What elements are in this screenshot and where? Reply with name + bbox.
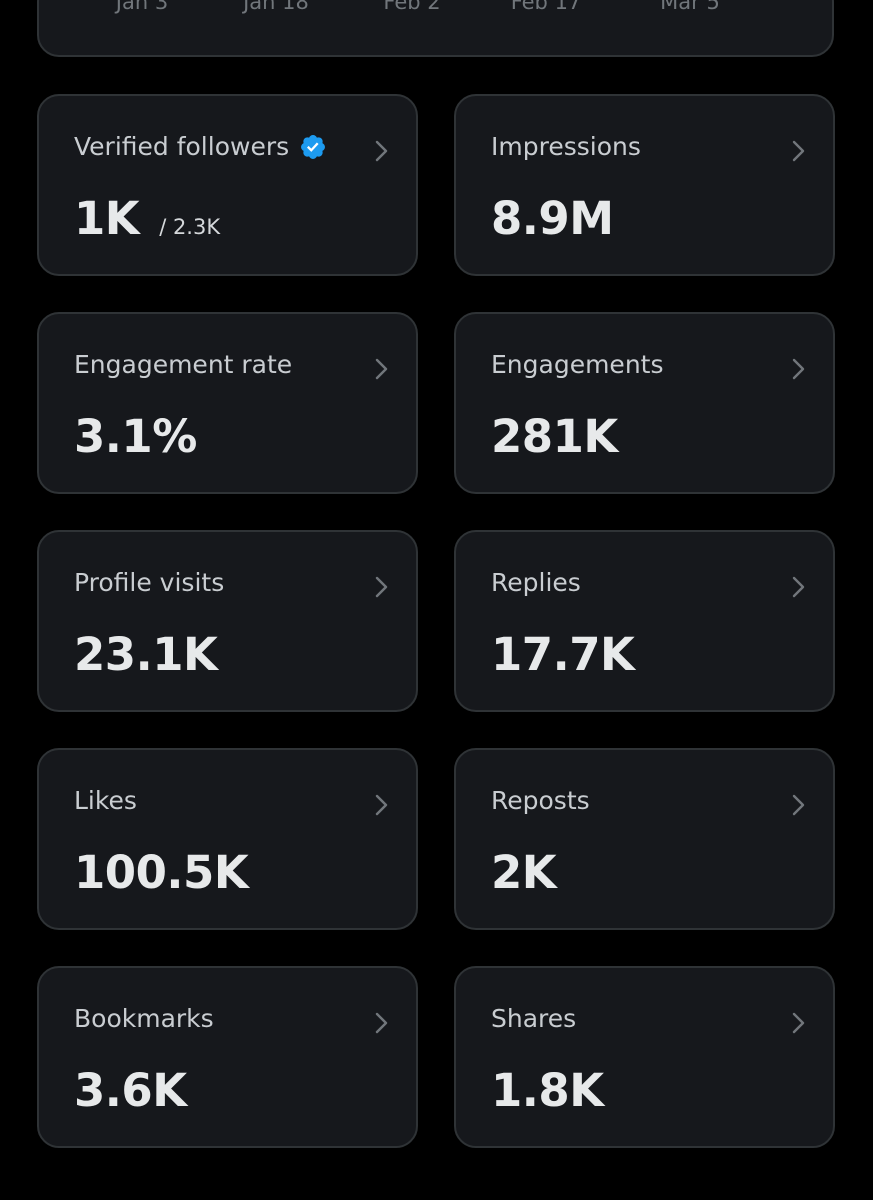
chevron-right-icon [375,358,388,380]
chevron-right-icon [375,140,388,162]
metric-card-shares[interactable]: Shares 1.8K [454,966,835,1148]
chevron-right-icon [792,1012,805,1034]
chevron-right-icon [792,140,805,162]
metric-label: Impressions [491,132,641,161]
chevron-right-icon [792,358,805,380]
metric-label: Verified followers [74,132,290,161]
metric-label-container: Verified followers [74,132,327,161]
metric-value: 1.8K [491,1064,604,1117]
metric-value-container: 1K / 2.3K [74,192,220,245]
metric-label: Reposts [491,786,590,815]
metric-value: 100.5K [74,846,249,899]
chevron-right-icon [375,576,388,598]
chevron-right-icon [792,576,805,598]
metric-value: 3.6K [74,1064,187,1117]
chevron-right-icon [375,1012,388,1034]
metric-card-engagements[interactable]: Engagements 281K [454,312,835,494]
chevron-right-icon [792,794,805,816]
x-axis-label: Jan 3 [115,0,169,14]
x-axis-label: Feb 17 [510,0,582,14]
metric-label: Profile visits [74,568,225,597]
metric-card-likes[interactable]: Likes 100.5K [37,748,418,930]
metric-card-replies[interactable]: Replies 17.7K [454,530,835,712]
chevron-right-icon [375,794,388,816]
metric-value: 1K [74,192,140,245]
metric-value: 23.1K [74,628,218,681]
x-axis-label: Mar 5 [660,0,720,14]
x-axis-label: Jan 18 [243,0,309,14]
metric-label: Replies [491,568,581,597]
metric-value: 3.1% [74,410,197,463]
metric-card-profile-visits[interactable]: Profile visits 23.1K [37,530,418,712]
metric-card-engagement-rate[interactable]: Engagement rate 3.1% [37,312,418,494]
metric-label: Bookmarks [74,1004,214,1033]
metric-value: 2K [491,846,557,899]
metric-subvalue: / 2.3K [159,215,221,239]
metric-card-verified-followers[interactable]: Verified followers 1K / 2.3K [37,94,418,276]
metric-value: 17.7K [491,628,635,681]
chart-card: Jan 3 Jan 18 Feb 2 Feb 17 Mar 5 [37,0,834,57]
metric-value: 281K [491,410,618,463]
metric-label: Likes [74,786,137,815]
metric-value: 8.9M [491,192,614,245]
x-axis-label: Feb 2 [383,0,441,14]
verified-badge-icon [301,134,326,159]
metric-label: Engagements [491,350,664,379]
metric-card-impressions[interactable]: Impressions 8.9M [454,94,835,276]
metric-card-reposts[interactable]: Reposts 2K [454,748,835,930]
metric-label: Engagement rate [74,350,293,379]
metric-label: Shares [491,1004,577,1033]
metric-card-bookmarks[interactable]: Bookmarks 3.6K [37,966,418,1148]
